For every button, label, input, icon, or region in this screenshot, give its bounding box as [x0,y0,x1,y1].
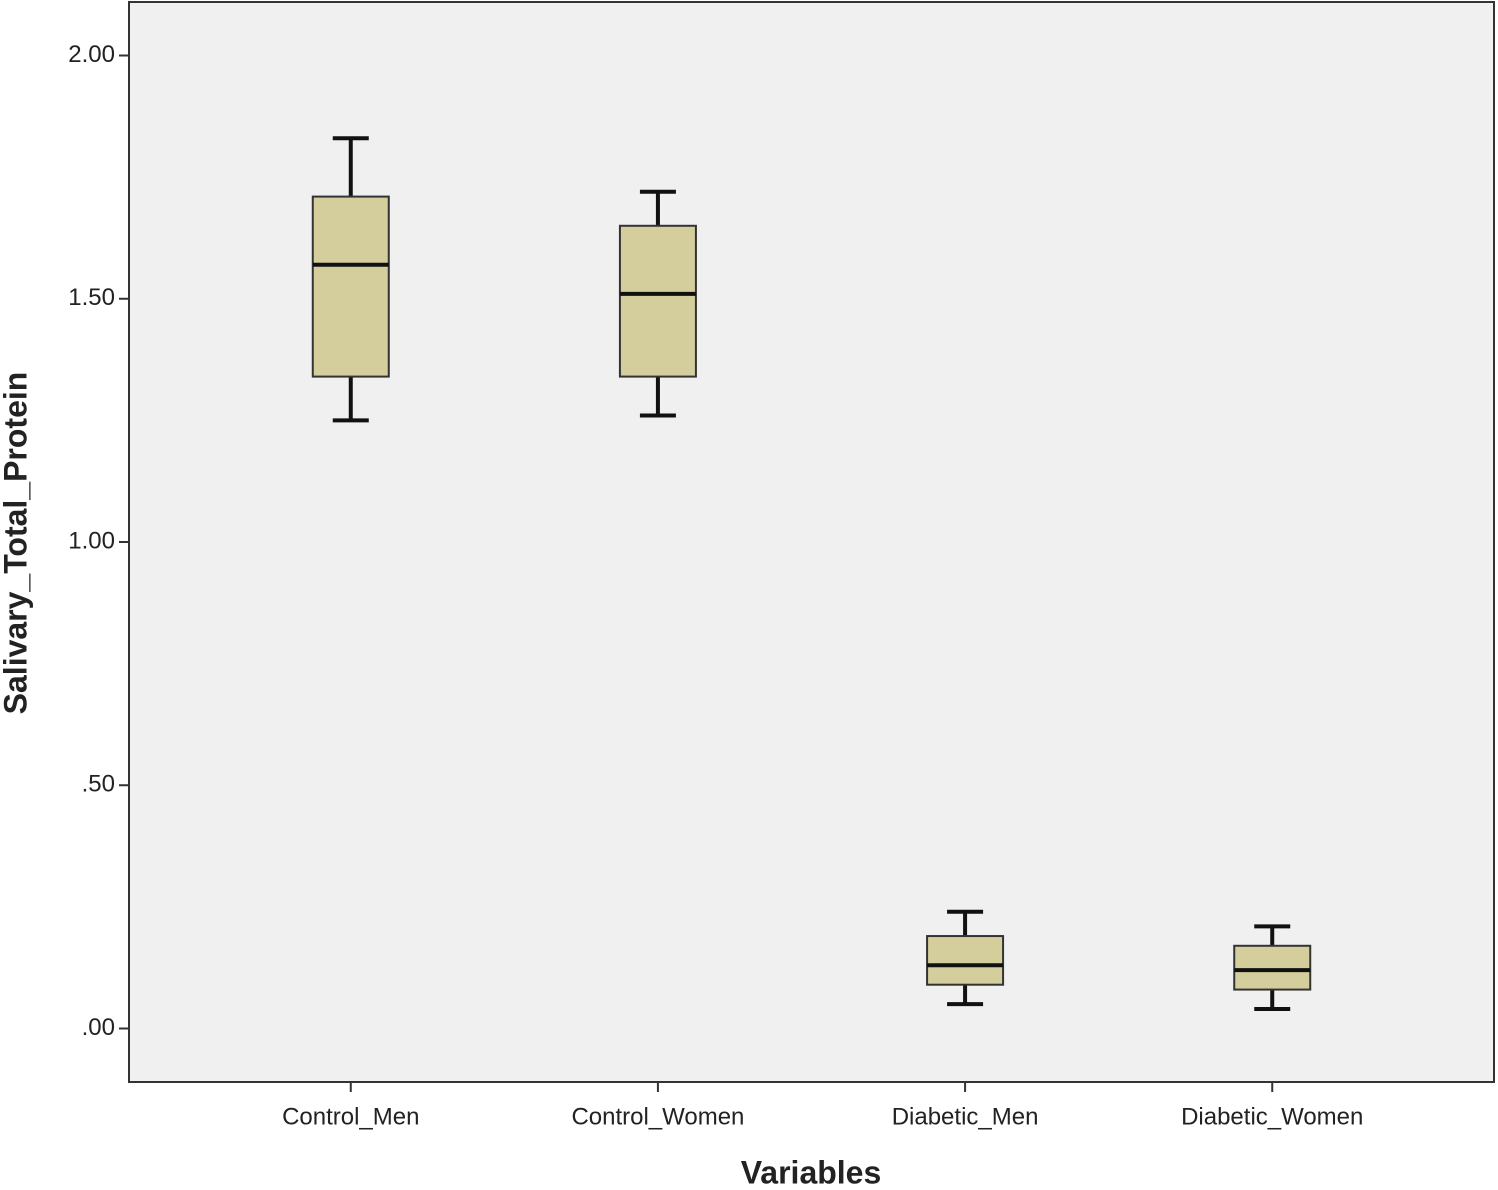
plot-area [128,1,1495,1083]
x-tick-label: Control_Women [571,1103,744,1130]
y-tick-label: 1.00 [68,527,115,554]
x-tick-label: Diabetic_Women [1181,1103,1363,1130]
y-tick-label: 2.00 [68,41,115,68]
y-tick-label: .00 [82,1014,115,1041]
x-tick-label: Control_Men [282,1103,419,1130]
x-tick-label: Diabetic_Men [892,1103,1039,1130]
box [926,935,1005,986]
box [311,195,390,378]
x-axis-title: Variables [741,1154,882,1190]
y-axis-title: Salivary_Total_Protein [0,372,33,715]
box [618,224,697,378]
box [1233,944,1312,991]
y-tick-label: 1.50 [68,284,115,311]
y-tick-label: .50 [82,771,115,798]
